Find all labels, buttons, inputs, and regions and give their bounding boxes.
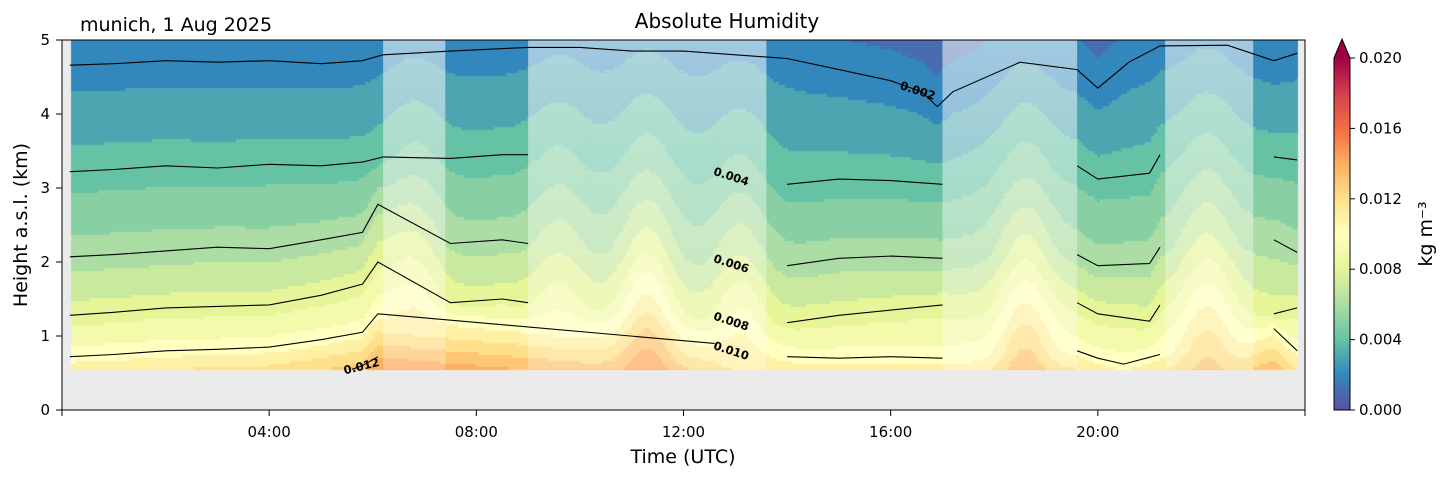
colorbar-frame bbox=[1333, 37, 1351, 411]
x-axis-label: Time (UTC) bbox=[629, 446, 735, 468]
shaded-gap bbox=[714, 40, 767, 370]
x-tick-label: 08:00 bbox=[455, 423, 498, 441]
y-tick-label: 3 bbox=[40, 179, 50, 197]
colorbar-extend-arrow bbox=[1334, 39, 1350, 58]
colorbar-label: kg m⁻³ bbox=[1415, 201, 1437, 266]
x-tick-label: 12:00 bbox=[662, 423, 705, 441]
colorbar-tick-label: 0.016 bbox=[1359, 119, 1402, 137]
shaded-gap bbox=[942, 40, 1078, 370]
shaded-gap bbox=[383, 40, 446, 370]
y-tick-label: 0 bbox=[40, 401, 50, 419]
shaded-gap bbox=[528, 40, 586, 370]
contour-line bbox=[69, 154, 1298, 185]
y-tick-label: 2 bbox=[40, 253, 50, 271]
colorbar: 0.000 0.004 0.008 0.012 0.016 0.020 kg m⁻³ bbox=[1333, 37, 1437, 419]
colorbar-tick-label: 0.004 bbox=[1359, 331, 1402, 349]
shaded-gap-layer bbox=[383, 40, 1254, 370]
x-tick-label: 04:00 bbox=[248, 423, 291, 441]
colorbar-gradient bbox=[1334, 58, 1350, 410]
contour-line bbox=[69, 261, 1298, 324]
y-axis: 0 1 2 3 4 5 bbox=[40, 31, 62, 419]
y-tick-label: 4 bbox=[40, 105, 50, 123]
y-tick-label: 1 bbox=[40, 327, 50, 345]
shaded-gap bbox=[585, 40, 715, 370]
shaded-gap bbox=[1165, 40, 1254, 370]
colorbar-tick-label: 0.008 bbox=[1359, 260, 1402, 278]
contour-line bbox=[69, 203, 1298, 267]
chart-title: Absolute Humidity bbox=[634, 9, 820, 33]
y-tick-label: 5 bbox=[40, 31, 50, 49]
x-tick-label: 20:00 bbox=[1076, 423, 1119, 441]
colorbar-tick-label: 0.000 bbox=[1359, 401, 1402, 419]
contour-line bbox=[351, 356, 379, 370]
colorbar-ticks: 0.000 0.004 0.008 0.012 0.016 0.020 bbox=[1350, 49, 1402, 419]
contour-line bbox=[69, 44, 1298, 108]
station-date-label: munich, 1 Aug 2025 bbox=[80, 14, 273, 36]
contour-line bbox=[69, 313, 1298, 365]
colorbar-tick-label: 0.020 bbox=[1359, 49, 1402, 67]
x-axis: 04:00 08:00 12:00 16:00 20:00 bbox=[61, 410, 1306, 441]
x-tick-label: 16:00 bbox=[869, 423, 912, 441]
colorbar-tick-label: 0.012 bbox=[1359, 190, 1402, 208]
y-axis-label: Height a.s.l. (km) bbox=[10, 143, 32, 307]
